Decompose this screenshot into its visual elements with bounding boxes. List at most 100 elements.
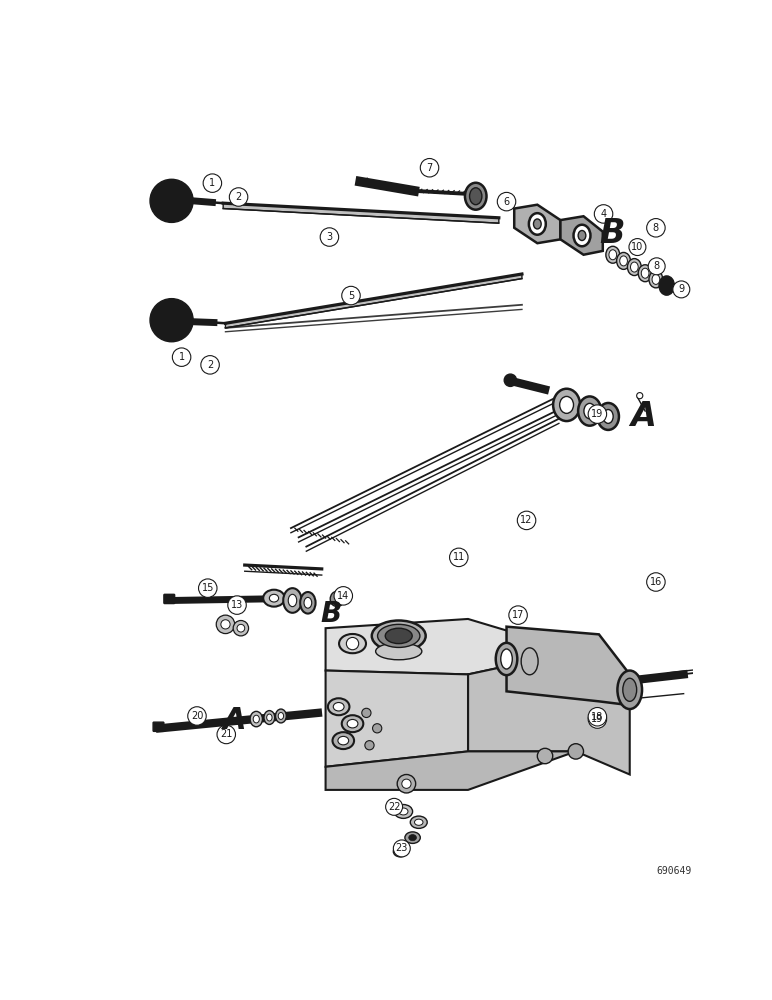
Ellipse shape [659, 276, 675, 295]
Ellipse shape [338, 736, 349, 745]
Ellipse shape [405, 832, 420, 843]
Ellipse shape [649, 271, 663, 288]
Circle shape [342, 286, 361, 305]
Circle shape [394, 840, 410, 857]
Text: 17: 17 [512, 610, 524, 620]
Polygon shape [326, 671, 468, 767]
Circle shape [588, 710, 607, 728]
Circle shape [198, 579, 217, 597]
Polygon shape [223, 203, 499, 223]
Text: 19: 19 [591, 409, 604, 419]
Circle shape [373, 724, 382, 733]
Ellipse shape [618, 671, 642, 709]
Circle shape [386, 798, 402, 815]
Ellipse shape [333, 732, 354, 749]
Ellipse shape [276, 709, 286, 723]
Ellipse shape [415, 819, 423, 825]
Polygon shape [326, 619, 576, 674]
Ellipse shape [283, 588, 302, 613]
Text: 12: 12 [520, 515, 533, 525]
Text: 19: 19 [591, 714, 604, 724]
Ellipse shape [609, 250, 617, 260]
Circle shape [588, 708, 607, 726]
Ellipse shape [465, 183, 486, 210]
Circle shape [365, 741, 374, 750]
Text: 6: 6 [503, 197, 510, 207]
Text: A: A [223, 706, 247, 735]
Text: 7: 7 [426, 163, 432, 173]
Ellipse shape [264, 711, 275, 724]
Ellipse shape [266, 714, 272, 721]
Text: 4: 4 [601, 209, 607, 219]
Ellipse shape [250, 711, 262, 727]
Ellipse shape [342, 715, 364, 732]
Ellipse shape [620, 256, 628, 266]
Circle shape [150, 299, 193, 342]
Circle shape [228, 596, 246, 614]
Circle shape [629, 239, 646, 256]
Circle shape [397, 774, 415, 793]
Ellipse shape [330, 591, 344, 607]
Circle shape [320, 228, 339, 246]
Ellipse shape [410, 816, 427, 828]
Circle shape [217, 725, 235, 744]
Circle shape [362, 708, 371, 718]
Circle shape [420, 158, 438, 177]
Text: 10: 10 [631, 242, 644, 252]
Text: A: A [630, 400, 655, 433]
Text: 21: 21 [220, 729, 232, 739]
Ellipse shape [408, 835, 416, 841]
Ellipse shape [328, 698, 350, 715]
Text: 23: 23 [395, 843, 408, 853]
Ellipse shape [560, 396, 574, 413]
Polygon shape [560, 216, 603, 255]
Text: 20: 20 [191, 711, 203, 721]
Ellipse shape [578, 230, 586, 241]
Text: 2: 2 [207, 360, 213, 370]
Ellipse shape [642, 268, 649, 278]
Text: 15: 15 [201, 583, 214, 593]
Ellipse shape [339, 634, 366, 653]
Ellipse shape [278, 713, 283, 719]
Text: 8: 8 [654, 261, 660, 271]
Ellipse shape [623, 678, 637, 701]
Circle shape [203, 174, 222, 192]
Circle shape [517, 511, 536, 530]
Text: 9: 9 [679, 284, 685, 294]
Polygon shape [468, 651, 630, 774]
Ellipse shape [304, 597, 312, 608]
Text: 8: 8 [653, 223, 659, 233]
Circle shape [537, 748, 553, 764]
FancyBboxPatch shape [164, 594, 174, 604]
Text: 5: 5 [348, 291, 354, 301]
Circle shape [401, 779, 411, 788]
Ellipse shape [469, 188, 482, 205]
Text: 16: 16 [650, 577, 662, 587]
Circle shape [588, 405, 607, 423]
FancyBboxPatch shape [153, 722, 164, 731]
Text: 1: 1 [178, 352, 185, 362]
Text: 22: 22 [388, 802, 401, 812]
Circle shape [216, 615, 235, 634]
Ellipse shape [334, 703, 344, 711]
Ellipse shape [553, 389, 580, 421]
Circle shape [647, 573, 665, 591]
Text: 2: 2 [235, 192, 242, 202]
Circle shape [504, 374, 516, 386]
Ellipse shape [347, 719, 358, 728]
Circle shape [229, 188, 248, 206]
Circle shape [647, 219, 665, 237]
Circle shape [673, 281, 690, 298]
Ellipse shape [253, 715, 259, 723]
Circle shape [233, 620, 249, 636]
Ellipse shape [606, 246, 620, 263]
Polygon shape [514, 205, 560, 243]
Ellipse shape [300, 592, 316, 614]
Ellipse shape [598, 403, 619, 430]
Circle shape [334, 587, 353, 605]
Ellipse shape [263, 590, 285, 607]
Circle shape [449, 548, 468, 567]
Ellipse shape [652, 274, 660, 284]
Ellipse shape [376, 643, 422, 660]
Ellipse shape [628, 259, 642, 276]
